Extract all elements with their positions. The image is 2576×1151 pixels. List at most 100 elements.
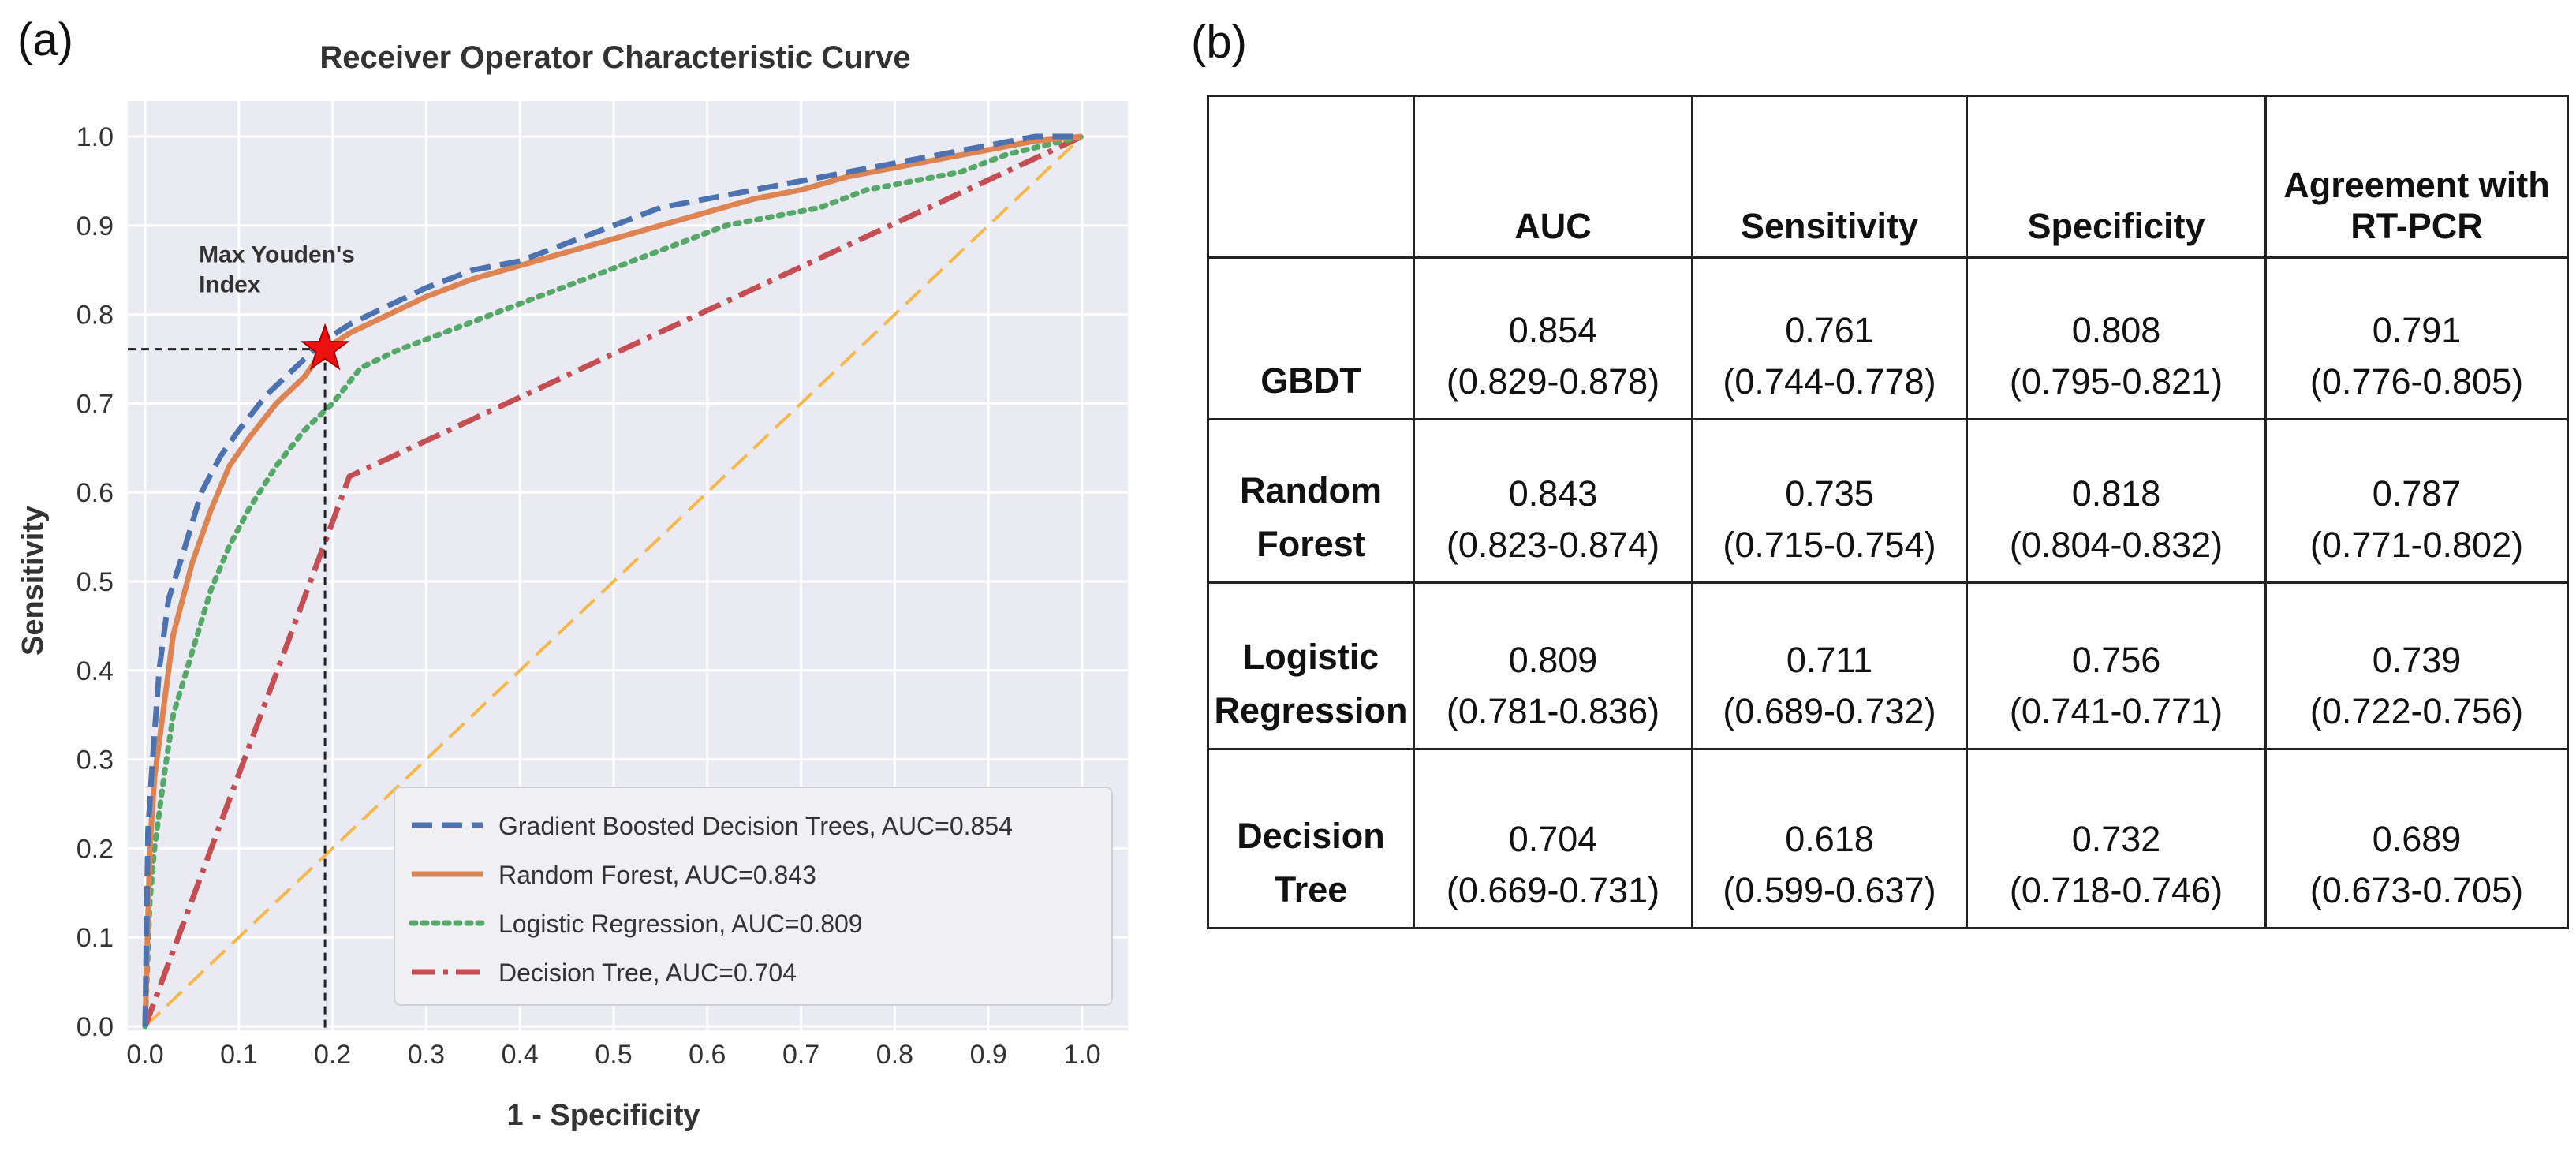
y-tick-label: 0.9	[77, 211, 114, 241]
row-header-logistic-regression: Logistic Regression	[1207, 581, 1415, 750]
column-header-sensitivity: Sensitivity	[1691, 95, 1968, 259]
chance-line	[144, 135, 1084, 1028]
cell-ci: (0.673-0.705)	[2309, 869, 2524, 910]
table-cell: 0.843 (0.823-0.874)	[1413, 418, 1693, 584]
series-line	[142, 133, 1082, 1027]
column-header-agreement: Agreement with RT-PCR	[2264, 95, 2569, 259]
cell-ci: (0.771-0.802)	[2309, 524, 2524, 565]
cell-ci: (0.776-0.805)	[2309, 361, 2524, 402]
table-cell: 0.854 (0.829-0.878)	[1413, 256, 1693, 420]
table-cell: 0.711 (0.689-0.732)	[1691, 581, 1968, 750]
table-cell: 0.739 (0.722-0.756)	[2264, 581, 2569, 750]
y-tick-label: 0.4	[77, 656, 114, 686]
column-header-agreement-line2: RT-PCR	[2350, 206, 2483, 246]
table-cell: 0.808 (0.795-0.821)	[1966, 256, 2267, 420]
legend-label: Logistic Regression, AUC=0.809	[498, 910, 863, 938]
y-tick-label: 0.5	[77, 567, 114, 597]
cell-value: 0.739	[2372, 639, 2462, 680]
x-tick-label: 0.7	[782, 1040, 819, 1070]
cell-ci: (0.744-0.778)	[1723, 361, 1936, 402]
table-corner-cell	[1207, 95, 1415, 259]
x-tick-label: 0.0	[126, 1040, 163, 1070]
cell-value: 0.843	[1508, 473, 1598, 514]
x-tick-label: 0.5	[595, 1040, 632, 1070]
table-cell: 0.761 (0.744-0.778)	[1691, 256, 1968, 420]
cell-ci: (0.715-0.754)	[1723, 524, 1936, 565]
cell-ci: (0.599-0.637)	[1723, 869, 1936, 910]
cell-ci: (0.804-0.832)	[2009, 524, 2223, 565]
cell-value: 0.791	[2372, 309, 2462, 350]
series-line	[142, 133, 1084, 1028]
cell-ci: (0.829-0.878)	[1446, 361, 1660, 402]
metrics-panel: (b) AUC Sensitivity Specificity Agreemen…	[1175, 0, 2576, 1151]
row-header-text: GBDT	[1260, 360, 1361, 401]
x-tick-label: 0.2	[314, 1040, 351, 1070]
cell-value: 0.818	[2071, 473, 2161, 514]
cell-value: 0.854	[1508, 309, 1598, 350]
cell-value: 0.732	[2071, 818, 2161, 859]
cell-value: 0.711	[1786, 639, 1873, 680]
row-header-line2: Tree	[1274, 869, 1348, 910]
y-tick-label: 0.1	[77, 923, 114, 953]
table-cell: 0.756 (0.741-0.771)	[1966, 581, 2267, 750]
row-header-random-forest: Random Forest	[1207, 418, 1415, 584]
legend-label: Decision Tree, AUC=0.704	[498, 959, 797, 987]
cell-value: 0.808	[2071, 309, 2161, 350]
cell-ci: (0.669-0.731)	[1446, 869, 1660, 910]
row-header-line1: Random	[1240, 470, 1382, 510]
table-row-gbdt: GBDT 0.854 (0.829-0.878) 0.761 (0.744-0.77…	[1207, 256, 2569, 420]
row-header-line1: Decision	[1237, 816, 1385, 856]
roc-chart: (a) Receiver Operator Characteristic Cur…	[17, 14, 1128, 1132]
table-row-random-forest: Random Forest 0.843 (0.823-0.874) 0.735 (0.…	[1207, 418, 2569, 584]
cell-ci: (0.823-0.874)	[1446, 524, 1660, 565]
cell-ci: (0.689-0.732)	[1723, 690, 1936, 731]
y-axis-label: Sensitivity	[17, 506, 50, 656]
chart-title: Receiver Operator Characteristic Curve	[319, 40, 910, 75]
youden-star-marker	[300, 323, 350, 371]
y-tick-label: 0.8	[77, 301, 114, 331]
cell-ci: (0.718-0.746)	[2009, 869, 2223, 910]
table-cell: 0.809 (0.781-0.836)	[1413, 581, 1693, 750]
y-tick-label: 1.0	[77, 122, 114, 152]
column-header-agreement-line1: Agreement with	[2283, 165, 2550, 205]
series-line	[142, 133, 1083, 1027]
row-header-line1: Logistic	[1242, 637, 1379, 677]
cell-value: 0.689	[2372, 818, 2462, 859]
youden-label-line1: Max Youden's	[199, 242, 355, 268]
legend-label: Gradient Boosted Decision Trees, AUC=0.8…	[498, 812, 1013, 840]
cell-ci: (0.795-0.821)	[2009, 361, 2223, 402]
cell-ci: (0.722-0.756)	[2309, 690, 2524, 731]
series-line	[142, 133, 1085, 1030]
x-tick-label: 0.1	[220, 1040, 257, 1070]
table-row-logistic-regression: Logistic Regression 0.809 (0.781-0.836) 0.…	[1207, 581, 2569, 750]
column-header-auc-text: AUC	[1514, 206, 1592, 246]
row-header-line2: Forest	[1256, 523, 1365, 564]
roc-panel: (a) Receiver Operator Characteristic Cur…	[0, 0, 1144, 1151]
table-cell: 0.818 (0.804-0.832)	[1966, 418, 2267, 584]
cell-value: 0.704	[1508, 818, 1598, 859]
y-tick-label: 0.6	[77, 478, 114, 508]
x-tick-label: 1.0	[1063, 1040, 1100, 1070]
cell-value: 0.756	[2071, 639, 2161, 680]
cell-ci: (0.741-0.771)	[2009, 690, 2223, 731]
table-cell: 0.735 (0.715-0.754)	[1691, 418, 1968, 584]
y-tick-label: 0.3	[77, 746, 114, 775]
x-tick-label: 0.8	[876, 1040, 913, 1070]
cell-ci: (0.781-0.836)	[1446, 690, 1660, 731]
legend-box	[394, 787, 1113, 1006]
column-header-sensitivity-text: Sensitivity	[1740, 206, 1919, 246]
youden-label-line2: Index	[199, 272, 261, 298]
column-header-specificity-text: Specificity	[2027, 206, 2205, 246]
cell-value: 0.787	[2372, 473, 2462, 514]
row-header-line2: Regression	[1214, 689, 1408, 731]
x-tick-label: 0.3	[408, 1040, 445, 1070]
table-cell: 0.704 (0.669-0.731)	[1413, 748, 1693, 929]
table-cell: 0.689 (0.673-0.705)	[2264, 748, 2569, 929]
x-tick-label: 0.6	[689, 1040, 726, 1070]
panel-a-label: (a)	[17, 14, 73, 65]
y-tick-label: 0.2	[77, 834, 114, 864]
x-tick-label: 0.9	[970, 1040, 1007, 1070]
column-header-auc: AUC	[1413, 95, 1693, 259]
cell-value: 0.618	[1785, 818, 1874, 859]
table-cell: 0.618 (0.599-0.637)	[1691, 748, 1968, 929]
